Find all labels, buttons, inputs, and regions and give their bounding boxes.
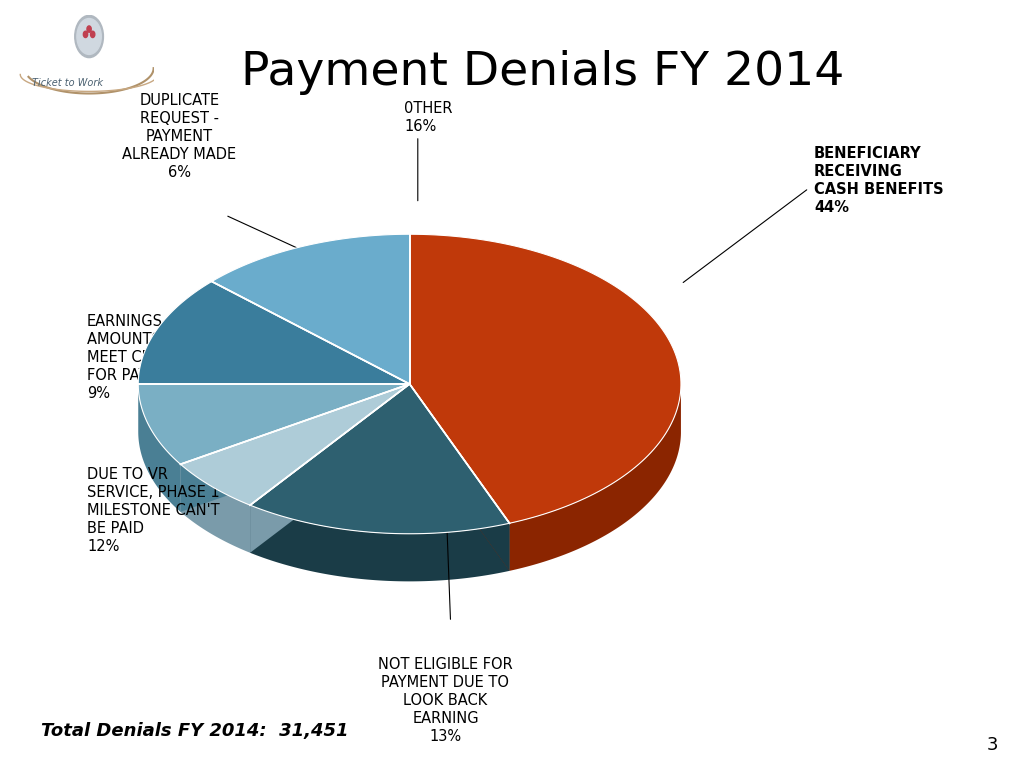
Polygon shape xyxy=(138,385,180,511)
Polygon shape xyxy=(250,384,410,553)
Polygon shape xyxy=(410,384,510,571)
Text: Ticket to Work: Ticket to Work xyxy=(32,78,103,88)
Polygon shape xyxy=(410,384,510,571)
Text: Payment Denials FY 2014: Payment Denials FY 2014 xyxy=(241,50,845,95)
Circle shape xyxy=(75,15,103,58)
Polygon shape xyxy=(410,234,681,523)
Text: Total Denials FY 2014:  31,451: Total Denials FY 2014: 31,451 xyxy=(41,722,348,740)
Circle shape xyxy=(83,31,88,38)
Polygon shape xyxy=(180,384,410,505)
Polygon shape xyxy=(138,282,410,384)
Text: DUE TO VR
SERVICE, PHASE 1
MILESTONE CAN'T
BE PAID
12%: DUE TO VR SERVICE, PHASE 1 MILESTONE CAN… xyxy=(87,467,220,554)
Polygon shape xyxy=(212,234,410,384)
Polygon shape xyxy=(250,384,510,534)
Circle shape xyxy=(77,18,101,55)
Polygon shape xyxy=(138,384,410,464)
Polygon shape xyxy=(250,505,510,581)
Text: NOT ELIGIBLE FOR
PAYMENT DUE TO
LOOK BACK
EARNING
13%: NOT ELIGIBLE FOR PAYMENT DUE TO LOOK BAC… xyxy=(378,657,513,743)
Text: 3: 3 xyxy=(987,736,998,754)
Circle shape xyxy=(90,31,95,38)
Text: EARNINGS
AMOUNTS DO NOT
MEET CRITERIA
FOR PAYMENT
9%: EARNINGS AMOUNTS DO NOT MEET CRITERIA FO… xyxy=(87,313,224,401)
Polygon shape xyxy=(180,384,410,511)
Polygon shape xyxy=(180,384,410,511)
Text: BENEFICIARY
RECEIVING
CASH BENEFITS
44%: BENEFICIARY RECEIVING CASH BENEFITS 44% xyxy=(814,146,944,215)
Polygon shape xyxy=(180,464,250,553)
Text: 0THER
16%: 0THER 16% xyxy=(404,101,453,134)
Circle shape xyxy=(87,26,91,32)
Text: DUPLICATE
REQUEST -
PAYMENT
ALREADY MADE
6%: DUPLICATE REQUEST - PAYMENT ALREADY MADE… xyxy=(122,94,237,180)
Polygon shape xyxy=(250,384,410,553)
Polygon shape xyxy=(510,386,681,571)
